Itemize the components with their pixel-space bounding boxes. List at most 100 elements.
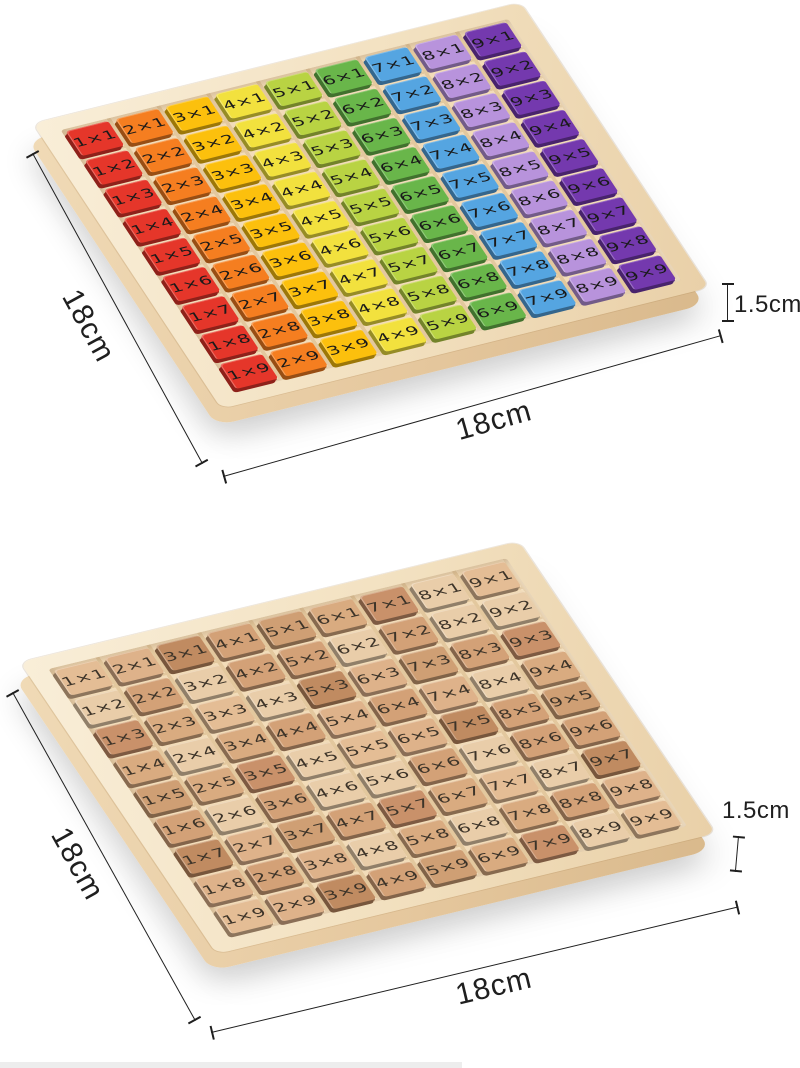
tile-label: 9×5	[545, 686, 597, 710]
tile-label: 8×3	[454, 638, 506, 663]
tile-label: 1×3	[98, 725, 150, 749]
tile-tray: 1×1 1×2 1×3 1×4 1×5 1×6 1×7 1×8 1×9 2×1 2×2 2×3 2×4 2…	[48, 558, 688, 938]
dim-line-thickness	[734, 836, 739, 872]
tile-label: 3×5	[240, 760, 292, 784]
tile-label: 8×1	[414, 579, 466, 603]
tile-label: 2×1	[108, 653, 161, 677]
tile-9x6: 9×6	[561, 710, 622, 747]
tile-label: 7×4	[423, 681, 475, 705]
tile-label: 1×7	[178, 844, 230, 868]
tile-label: 1×8	[198, 874, 250, 898]
tile-4x3: 4×3	[246, 682, 307, 719]
tile-label: 4×2	[230, 658, 282, 683]
tile-label: 7×5	[443, 710, 495, 735]
tile-label: 7×3	[403, 651, 455, 675]
tile-label: 8×2	[434, 609, 486, 633]
tile-2x2: 2×2	[124, 677, 185, 714]
tile-4x2: 4×2	[226, 652, 287, 689]
tile-label: 6×2	[332, 633, 384, 658]
tile-1x3: 1×3	[93, 719, 155, 756]
tile-label: 6×4	[372, 693, 424, 717]
tile-1x1: 1×1	[53, 659, 114, 696]
tile-6x4: 6×4	[368, 687, 429, 724]
tile-label: 1×1	[57, 665, 110, 690]
tile-6x8: 6×8	[448, 806, 510, 843]
tile-1x7: 1×7	[174, 838, 235, 875]
tile-8x1: 8×1	[410, 573, 471, 610]
tile-label: 5×7	[382, 795, 434, 819]
tile-2x3: 2×3	[144, 707, 206, 743]
tile-label: 8×4	[474, 668, 526, 693]
tile-6x1: 6×1	[308, 598, 369, 635]
tile-3x5: 3×5	[235, 754, 297, 791]
tile-4x4: 4×4	[266, 712, 327, 749]
tile-5x3: 5×3	[297, 670, 358, 706]
tile-label: 6×6	[412, 752, 465, 777]
tile-label: 9×2	[485, 596, 537, 621]
tile-5x2: 5×2	[277, 640, 338, 677]
tile-label: 7×7	[483, 770, 536, 795]
tile-1x8: 1×8	[194, 868, 255, 905]
tile-8x4: 8×4	[470, 662, 531, 699]
tile-label: 4×9	[371, 866, 423, 891]
tile-8x5: 8×5	[490, 692, 551, 729]
tile-7x6: 7×6	[459, 734, 520, 771]
tile-label: 6×5	[392, 723, 445, 747]
tile-6x6: 6×6	[408, 747, 469, 784]
tile-label: 6×8	[453, 812, 505, 837]
tile-9x4: 9×4	[521, 650, 582, 687]
tile-label: 2×3	[148, 712, 201, 737]
tile-label: 2×4	[169, 742, 221, 767]
tile-label: 4×5	[290, 747, 343, 772]
tile-4x9: 4×9	[366, 861, 428, 898]
tile-label: 8×8	[554, 787, 607, 812]
tile-8x6: 8×6	[510, 722, 571, 759]
tile-4x7: 4×7	[326, 801, 388, 838]
tile-5x9: 5×9	[417, 848, 479, 885]
tile-label: 3×7	[280, 819, 332, 844]
tile-8x9: 8×9	[570, 811, 632, 848]
tile-7x8: 7×8	[499, 794, 561, 831]
tile-label: 4×8	[351, 837, 403, 861]
tile-5x4: 5×4	[317, 699, 378, 736]
tile-label: 6×9	[473, 842, 525, 866]
tile-label: 3×2	[179, 670, 232, 695]
tile-2x4: 2×4	[164, 736, 226, 773]
tile-label: 2×8	[249, 861, 301, 886]
tile-label: 6×1	[312, 603, 364, 628]
tile-label: 3×4	[219, 730, 272, 754]
tile-4x1: 4×1	[206, 622, 267, 659]
tile-label: 1×5	[138, 784, 190, 809]
tile-label: 1×6	[158, 814, 210, 839]
tile-7x5: 7×5	[439, 705, 500, 741]
tile-label: 4×4	[270, 717, 323, 742]
tile-label: 2×5	[189, 772, 241, 797]
tile-1x9: 1×9	[214, 898, 275, 935]
tile-label: 6×7	[432, 782, 485, 807]
dim-label-thickness: 1.5cm	[734, 291, 800, 318]
tile-label: 4×1	[210, 628, 262, 653]
tile-2x6: 2×6	[204, 796, 266, 833]
tile-label: 8×7	[534, 758, 587, 782]
tile-7x1: 7×1	[359, 585, 420, 622]
tile-2x7: 2×7	[224, 826, 286, 863]
tile-7x7: 7×7	[479, 764, 540, 801]
bottom-edge-strip	[0, 1062, 462, 1068]
tile-label: 5×3	[301, 675, 353, 700]
tile-5x1: 5×1	[257, 610, 318, 647]
tile-4x5: 4×5	[286, 742, 348, 778]
tile-label: 4×7	[331, 807, 383, 832]
tile-5x7: 5×7	[377, 789, 439, 826]
tile-label: 5×8	[402, 824, 454, 849]
tile-6x2: 6×2	[328, 628, 389, 664]
tile-label: 7×8	[503, 800, 556, 824]
tile-8x3: 8×3	[450, 633, 511, 669]
tile-3x8: 3×8	[295, 843, 357, 880]
tile-label: 1×9	[218, 903, 270, 928]
tile-label: 7×9	[524, 830, 576, 854]
dim-line-thickness	[722, 283, 734, 322]
tile-3x4: 3×4	[215, 724, 277, 761]
tile-4x8: 4×8	[346, 831, 408, 868]
